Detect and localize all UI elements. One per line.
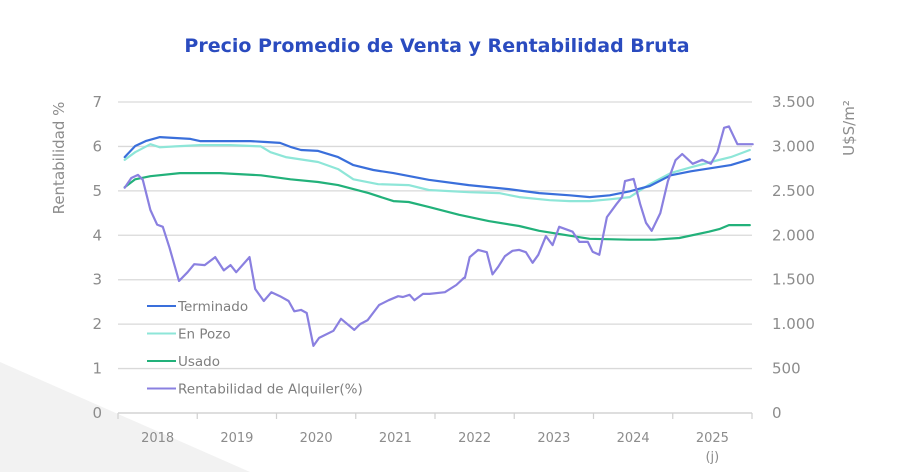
- x-tick-label: 2025: [696, 431, 729, 446]
- series-line-usado: [123, 172, 751, 241]
- y-axis-right-title: U$S/m²: [840, 100, 858, 156]
- x-tick-label: 2019: [220, 431, 253, 446]
- series-lines: [123, 125, 754, 347]
- legend-label: Terminado: [177, 299, 248, 315]
- x-tick-label: 2022: [458, 431, 491, 446]
- y-left-tick-label: 6: [92, 137, 102, 155]
- y-right-tick-label: 500: [772, 360, 801, 378]
- y-left-tick-label: 2: [92, 315, 102, 333]
- y-left-tick-label: 3: [92, 271, 102, 289]
- y-axis-left: 0 1 2 3 4 5 6 7: [92, 93, 102, 422]
- x-axis: 2018 2019 2020 2021 2022 2023 2024 2025 (j): [117, 412, 753, 465]
- y-axis-left-title: Rentabilidad %: [50, 102, 68, 215]
- series-line-rentabilidad-de-alquiler: [123, 125, 754, 347]
- y-left-tick-label: 4: [92, 226, 102, 244]
- y-left-tick-label: 5: [92, 182, 102, 200]
- y-axis-right: 0 500 1.000 1.500 2.000 2.500 3.000 3.500: [772, 93, 815, 422]
- x-tick-label: 2021: [379, 431, 412, 446]
- y-right-tick-label: 1.000: [772, 315, 815, 333]
- series-line-terminado: [123, 136, 751, 199]
- y-right-tick-label: 0: [772, 404, 782, 422]
- y-left-tick-label: 0: [92, 404, 102, 422]
- background-triangle: [0, 362, 250, 472]
- x-tick-label-suffix: (j): [705, 450, 719, 465]
- legend-label: Usado: [178, 354, 220, 370]
- legend-label: Rentabilidad de Alquiler(%): [178, 382, 363, 398]
- x-tick-label: 2018: [141, 431, 174, 446]
- y-right-tick-label: 2.500: [772, 182, 815, 200]
- y-right-tick-label: 1.500: [772, 271, 815, 289]
- legend: Terminado En Pozo Usado Rentabilidad de Alq…: [147, 299, 363, 398]
- y-right-tick-label: 2.000: [772, 226, 815, 244]
- x-tick-label: 2023: [537, 431, 570, 446]
- series-line-en-pozo: [123, 143, 751, 203]
- y-left-tick-label: 7: [92, 93, 102, 111]
- legend-label: En Pozo: [178, 327, 231, 343]
- x-tick-label: 2020: [300, 431, 333, 446]
- chart-title: Precio Promedio de Venta y Rentabilidad …: [184, 35, 689, 57]
- y-left-tick-label: 1: [92, 360, 102, 378]
- y-right-tick-label: 3.000: [772, 137, 815, 155]
- x-tick-label: 2024: [617, 431, 650, 446]
- y-right-tick-label: 3.500: [772, 93, 815, 111]
